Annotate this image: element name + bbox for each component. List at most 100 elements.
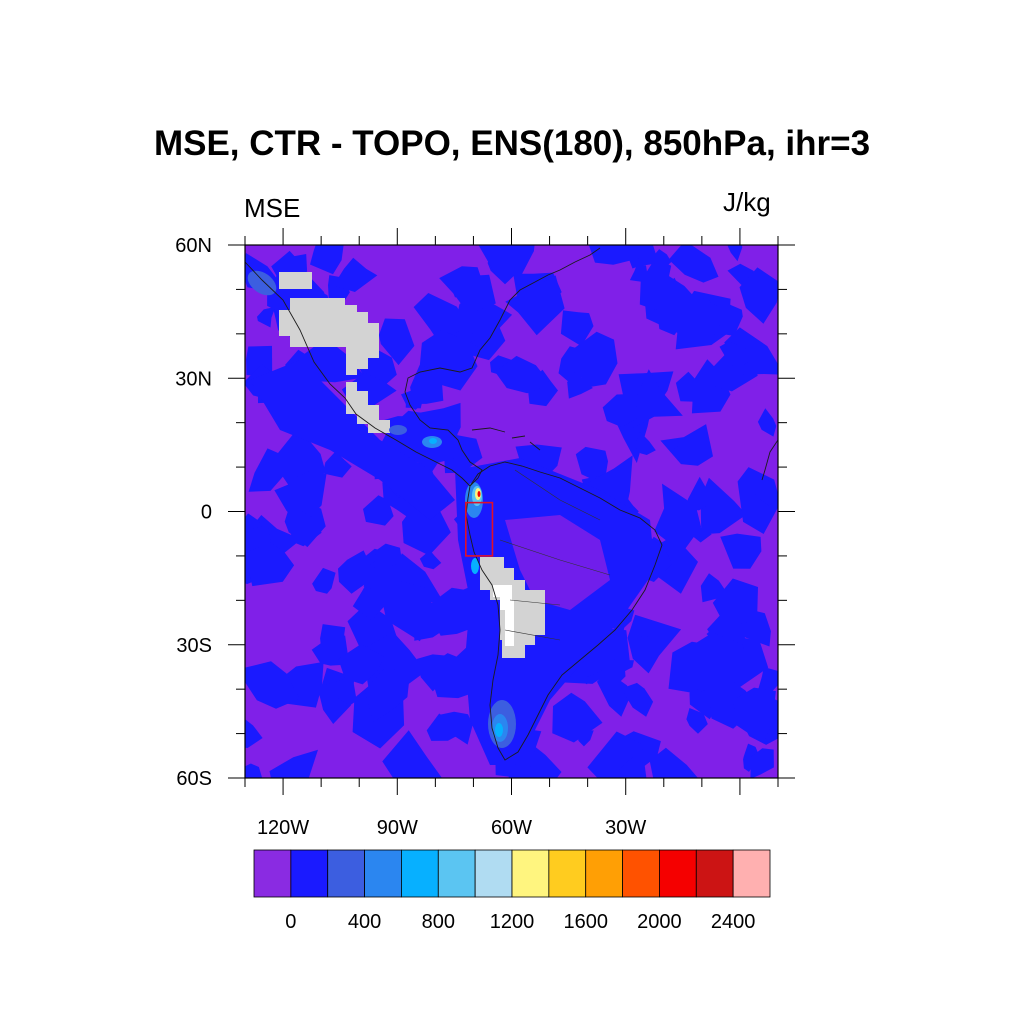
field-patch: [439, 266, 486, 308]
field-patch: [382, 730, 443, 778]
field-patch: [757, 667, 778, 692]
lon-tick-label: 120W: [257, 817, 309, 839]
lon-tick-label: 60W: [491, 817, 532, 839]
field-patch: [637, 635, 656, 659]
field-patch: [245, 542, 295, 587]
coastline-africa: [761, 439, 778, 481]
field-patch: [720, 533, 762, 569]
field-patch: [588, 245, 645, 265]
field-patch: [686, 476, 710, 511]
colorbar-label: 2400: [711, 911, 756, 933]
field-region-east-pacific: [250, 360, 455, 520]
field-patch: [419, 550, 442, 570]
masked-region-north-america: [279, 298, 379, 375]
field-patch: [495, 355, 551, 394]
colorbar-label: 800: [422, 911, 455, 933]
field-patch: [719, 341, 750, 368]
hotspot-blue-central-america-core: [429, 438, 437, 444]
lat-tick-label: 0: [201, 502, 212, 524]
field-patch: [478, 245, 535, 276]
field-patch: [575, 446, 608, 485]
colorbar-swatch: [474, 849, 513, 898]
field-patch: [374, 543, 403, 568]
field-patch: [671, 441, 696, 465]
field-patch: [271, 427, 326, 488]
colorbar-swatch: [548, 849, 587, 898]
colorbar-swatch: [290, 849, 329, 898]
field-patch: [312, 567, 336, 594]
field-patch: [757, 408, 777, 437]
field-patch: [426, 713, 458, 741]
coastline-north-america: [245, 261, 471, 487]
colorbar-swatch: [253, 849, 292, 898]
field-patch: [633, 369, 683, 428]
coastline-gulf: [404, 247, 601, 487]
field-patch: [649, 747, 699, 778]
field-patch-amazon: [505, 515, 610, 610]
field-patch: [552, 692, 603, 743]
field-patch: [686, 708, 708, 734]
field-patch: [257, 306, 276, 328]
colorbar-label: 1200: [490, 911, 535, 933]
field-patch: [333, 257, 378, 292]
field-patch: [733, 687, 776, 744]
field-patch: [634, 431, 656, 455]
plot-title: MSE, CTR - TOPO, ENS(180), 850hPa, ihr=3: [153, 124, 871, 163]
lon-tick-label: 90W: [377, 817, 418, 839]
units-label: J/kg: [723, 187, 771, 217]
field-patch: [324, 676, 357, 706]
colorbar: 0 400 800 1200 1600 2000 2400: [253, 849, 771, 933]
field-patch: [388, 410, 459, 466]
lat-tick-label: 60N: [175, 235, 212, 257]
lat-tick-label: 30N: [175, 368, 212, 390]
field-patch: [414, 609, 449, 641]
map-panel: [245, 245, 778, 778]
field-patch: [700, 477, 747, 535]
field-patch: [505, 275, 565, 336]
map-axes: 60N 30N 0 30S 60S 120W 90W 60W 30W: [175, 228, 795, 839]
hotspot-peru: [471, 558, 479, 574]
masked-region-mexico: [346, 382, 390, 433]
field-patch: [719, 304, 743, 336]
field-patch: [338, 644, 385, 685]
field-patch: [668, 245, 719, 283]
field-patch: [691, 359, 731, 414]
colorbar-swatch: [732, 849, 771, 898]
field-patch: [727, 245, 743, 262]
field-patch: [245, 661, 300, 709]
field-patch: [310, 245, 344, 275]
field-patch: [749, 479, 778, 506]
region-box: [465, 501, 494, 557]
coastline-south-america: [465, 461, 663, 761]
colorbar-label: 400: [348, 911, 381, 933]
field-patch: [439, 711, 473, 745]
field-patch: [245, 719, 263, 748]
coastline-caribbean-islands: [471, 427, 541, 451]
masked-region-north-america-small: [279, 272, 312, 289]
field-patch: [416, 654, 451, 692]
lat-tick-label: 60S: [176, 768, 212, 790]
colorbar-label: 2000: [637, 911, 682, 933]
hotspot-alaska-coast: [247, 270, 277, 296]
field-patch: [338, 550, 376, 594]
field-patch: [739, 267, 778, 324]
field-patch: [675, 371, 704, 402]
lat-tick-label: 30S: [176, 635, 212, 657]
border-lines: [499, 469, 611, 641]
colorbar-label: 0: [285, 911, 296, 933]
field-patch: [653, 249, 672, 273]
colorbar-swatch: [695, 849, 734, 898]
colorbar-swatch: [437, 849, 476, 898]
field-patch: [378, 318, 415, 366]
field-region-south-america: [455, 458, 655, 765]
field-patch: [629, 264, 648, 283]
field-patch: [602, 393, 638, 428]
colorbar-swatch: [622, 849, 660, 898]
colorbar-swatch: [401, 849, 439, 898]
field-patch: [688, 297, 721, 341]
field-patch: [604, 658, 626, 687]
field-patch: [619, 757, 644, 778]
colorbar-swatch: [585, 849, 623, 898]
field-patch: [654, 483, 702, 553]
